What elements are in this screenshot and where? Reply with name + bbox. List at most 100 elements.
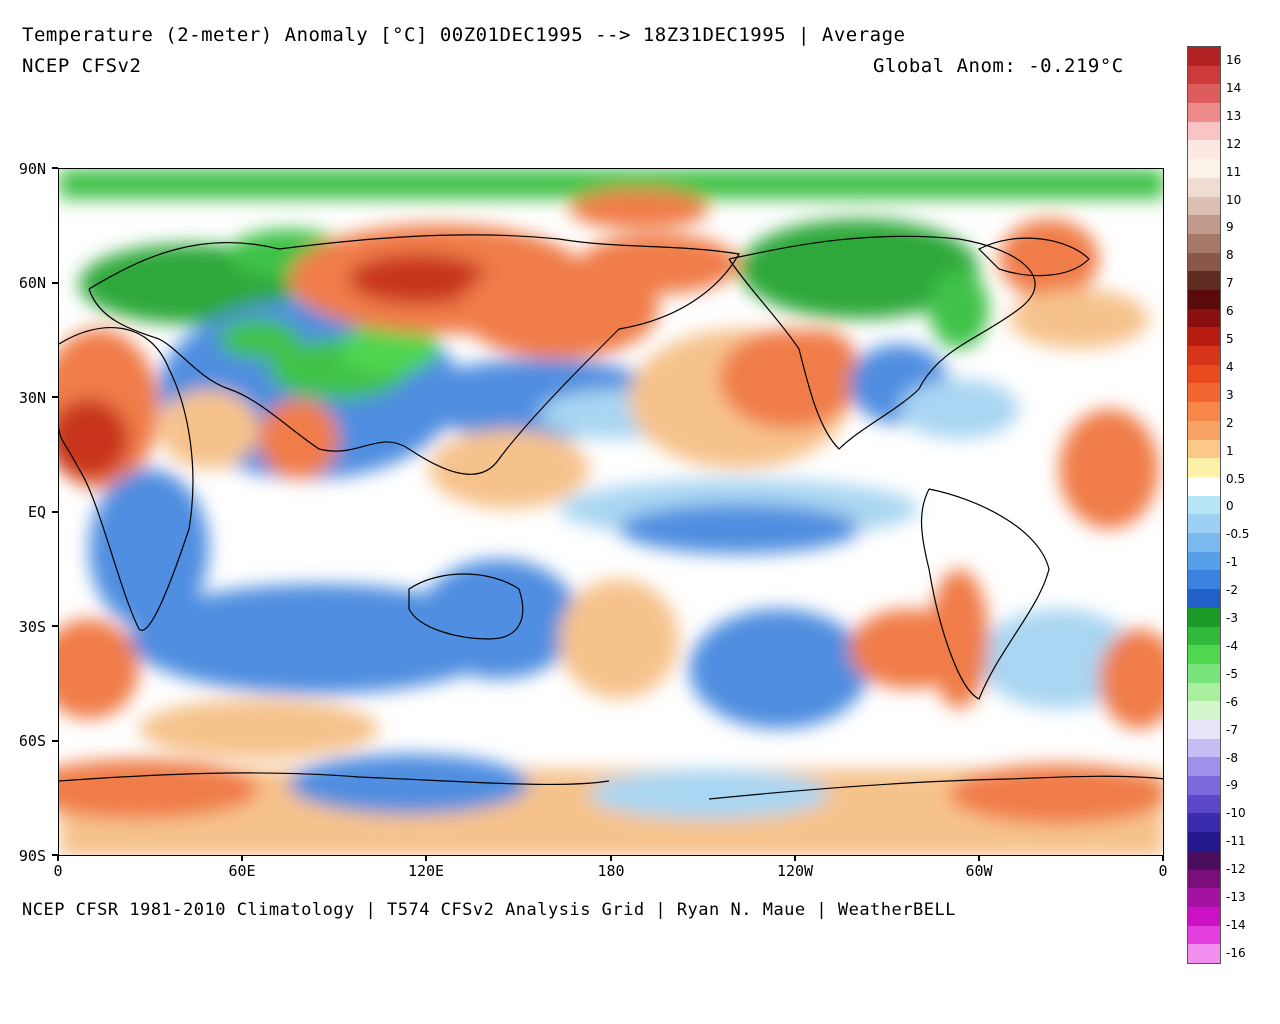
lon-tick [794,856,796,861]
colorbar-swatch [1188,47,1220,67]
colorbar-swatch [1188,719,1220,740]
lat-tick [52,167,58,169]
colorbar-swatch [1188,103,1220,123]
colorbar-swatch [1188,458,1220,478]
lat-label-90s: 90S [18,847,46,865]
lat-label-60s: 60S [18,732,46,750]
anomaly-map[interactable] [58,168,1164,856]
colorbar-label: 4 [1226,359,1234,374]
colorbar-swatch [1188,215,1220,235]
lat-tick [52,511,58,513]
lon-label-0: 0 [53,862,63,880]
colorbar-swatch [1188,607,1220,627]
colorbar-swatch [1188,327,1220,347]
colorbar-label: -7 [1226,722,1238,737]
chart-title: Temperature (2-meter) Anomaly [°C] 00Z01… [22,24,906,46]
colorbar-label: 11 [1226,164,1242,179]
colorbar-label: 16 [1226,53,1242,67]
colorbar-label: 1 [1226,443,1234,458]
colorbar-swatch [1188,177,1220,198]
colorbar-label: -1 [1226,555,1238,570]
colorbar-label: -16 [1226,945,1246,960]
lat-label-60n: 60N [18,274,46,292]
colorbar-label: -3 [1226,611,1238,625]
global-anomaly: Global Anom: -0.219°C [873,55,1124,77]
coastlines [59,234,1163,800]
colorbar-label: 2 [1226,415,1234,430]
colorbar-swatch [1188,869,1220,889]
colorbar-label: -9 [1226,778,1238,793]
colorbar-label: -5 [1226,666,1238,681]
colorbar-swatch [1188,589,1220,609]
lat-label-90n: 90N [18,160,46,178]
colorbar-label: -10 [1226,806,1246,821]
lat-tick [52,854,58,856]
lon-label-60w: 60W [965,862,993,880]
colorbar-swatch [1188,645,1220,665]
colorbar-swatch [1188,252,1220,272]
colorbar-swatch [1188,813,1220,833]
colorbar-swatch [1188,738,1220,758]
lon-tick [241,856,243,861]
colorbar-swatch [1188,383,1220,403]
lat-label-30s: 30S [18,618,46,636]
colorbar-swatch [1188,420,1220,441]
colorbar-label: 0.5 [1226,471,1246,486]
colorbar-swatch [1188,346,1220,366]
lon-tick [425,856,427,861]
colorbar-label: -13 [1226,890,1246,904]
colorbar-swatch [1188,776,1220,796]
colorbar-swatch [1188,159,1220,179]
colorbar-label: 0 [1226,499,1234,514]
colorbar-swatch [1188,65,1220,85]
colorbar-label: 12 [1226,136,1242,151]
colorbar-label: 7 [1226,276,1234,291]
colorbar-swatch [1188,271,1220,291]
colorbar-label: 3 [1226,387,1234,402]
colorbar-swatch [1188,196,1220,216]
colorbar-swatch [1188,140,1220,160]
colorbar-label: 6 [1226,304,1234,319]
colorbar-label: 5 [1226,332,1234,346]
colorbar-swatch [1188,701,1220,721]
lat-label-eq: EQ [27,503,46,521]
colorbar-swatch [1188,533,1220,553]
colorbar-swatch [1188,832,1220,852]
colorbar-swatch [1188,439,1220,459]
colorbar-swatch [1188,925,1220,945]
colorbar-swatch [1188,495,1220,515]
colorbar-label: 9 [1226,220,1234,235]
colorbar-label: -2 [1226,583,1238,598]
colorbar-swatch [1188,233,1220,254]
colorbar-label: -6 [1226,694,1238,709]
lon-label-120w: 120W [776,862,814,880]
colorbar-swatch [1188,757,1220,777]
lat-tick [52,396,58,398]
colorbar-swatch [1188,402,1220,422]
colorbar-swatch [1188,944,1220,964]
model-name: NCEP CFSv2 [22,55,142,77]
colorbar-label: 10 [1226,192,1242,207]
colorbar-swatch [1188,364,1220,384]
lat-tick [52,282,58,284]
colorbar-swatch [1188,626,1220,646]
colorbar-swatch [1188,290,1220,310]
colorbar-swatch [1188,514,1220,534]
colorbar-label: -12 [1226,862,1246,877]
colorbar-swatch [1188,850,1220,871]
colorbar-swatch [1188,663,1220,684]
colorbar-swatch [1188,682,1220,702]
lon-tick [1162,856,1164,861]
anomaly-map-svg [59,169,1163,855]
colorbar-swatch [1188,308,1220,328]
colorbar [1187,46,1221,964]
lat-tick [52,740,58,742]
colorbar-swatch [1188,121,1220,141]
lon-label-60e: 60E [228,862,256,880]
lat-label-30n: 30N [18,389,46,407]
colorbar-swatch [1188,476,1220,497]
colorbar-swatch [1188,84,1220,104]
lon-tick [978,856,980,861]
colorbar-label: -11 [1226,834,1246,849]
lon-label-180: 180 [597,862,625,880]
